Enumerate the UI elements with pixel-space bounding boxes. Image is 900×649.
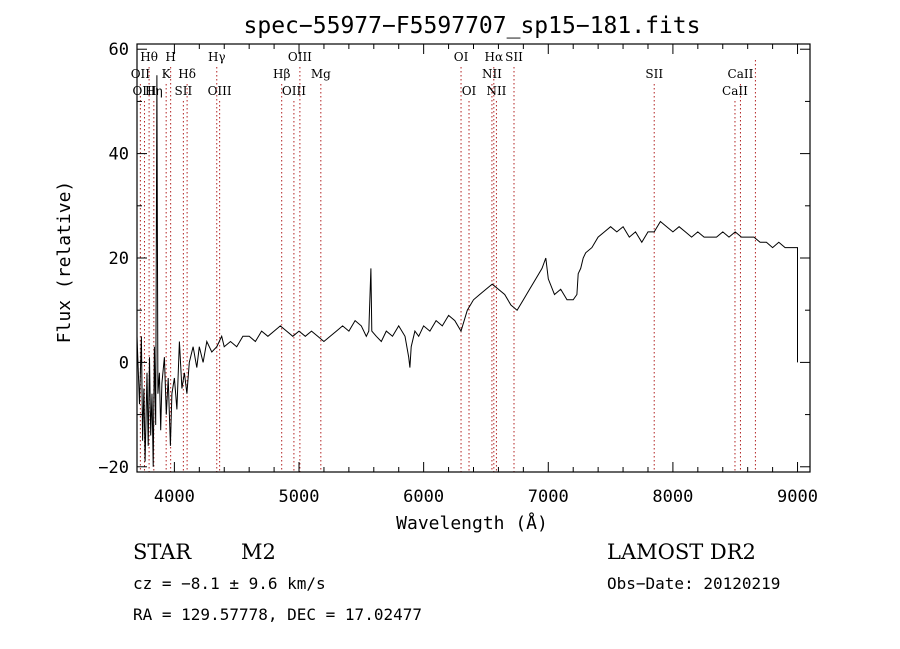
y-tick-label: 20 [109, 249, 129, 269]
line-marker-label: NII [482, 67, 502, 81]
velocity-readout: cz = −8.1 ± 9.6 km/s [133, 574, 326, 593]
line-marker-label: K [162, 67, 172, 81]
line-marker-label: Hβ [273, 67, 290, 81]
object-subclass: M2 [241, 540, 276, 564]
object-class: STAR [133, 540, 192, 564]
coordinates-readout: RA = 129.57778, DEC = 17.02477 [133, 605, 422, 624]
line-marker-label: OIII [208, 84, 232, 98]
x-tick-label: 7000 [528, 487, 569, 507]
line-marker-label: Hγ [208, 50, 226, 64]
obs-date: Obs−Date: 20120219 [607, 574, 780, 593]
y-axis-label: Flux (relative) [54, 181, 75, 344]
x-tick-label: 4000 [154, 487, 195, 507]
x-tick-label: 9000 [777, 487, 818, 507]
line-marker-label: Hδ [178, 67, 196, 81]
x-tick-label: 8000 [652, 487, 693, 507]
x-tick-label: 5000 [279, 487, 320, 507]
line-marker-label: OIII [288, 50, 312, 64]
x-tick-label: 6000 [403, 487, 444, 507]
y-tick-label: −20 [98, 458, 129, 478]
line-marker-label: SII [505, 50, 523, 64]
line-marker-label: CaII [728, 67, 754, 81]
line-marker-label: OII [131, 67, 151, 81]
plot-frame [136, 43, 811, 473]
line-marker-label: H [165, 50, 175, 64]
line-marker-label: OIII [132, 84, 156, 98]
spectrum-line [136, 75, 798, 467]
line-marker-label: OIII [282, 84, 306, 98]
line-marker-label: OI [454, 50, 469, 64]
line-marker-label: OI [462, 84, 477, 98]
axis-ticks: 4000 5000 6000 7000 8000 9000 −20 0 20 40 60 [98, 40, 818, 507]
line-marker-label: CaII [722, 84, 748, 98]
line-marker-label: Hα [485, 50, 504, 64]
line-marker-label: Mg [311, 67, 331, 81]
x-axis-label: Wavelength (Å) [396, 512, 548, 534]
line-marker-label: SII [645, 67, 663, 81]
survey-name: LAMOST DR2 [607, 540, 756, 564]
line-marker-label: NII [486, 84, 506, 98]
chart-title: spec−55977−F5597707_sp15−181.fits [244, 13, 701, 39]
line-marker-label: SII [175, 84, 193, 98]
y-tick-label: 60 [109, 40, 129, 60]
line-marker-label: Hθ [140, 50, 158, 64]
line-marker-label: Hη [145, 84, 163, 98]
y-tick-label: 40 [109, 145, 129, 165]
y-tick-label: 0 [119, 353, 129, 373]
